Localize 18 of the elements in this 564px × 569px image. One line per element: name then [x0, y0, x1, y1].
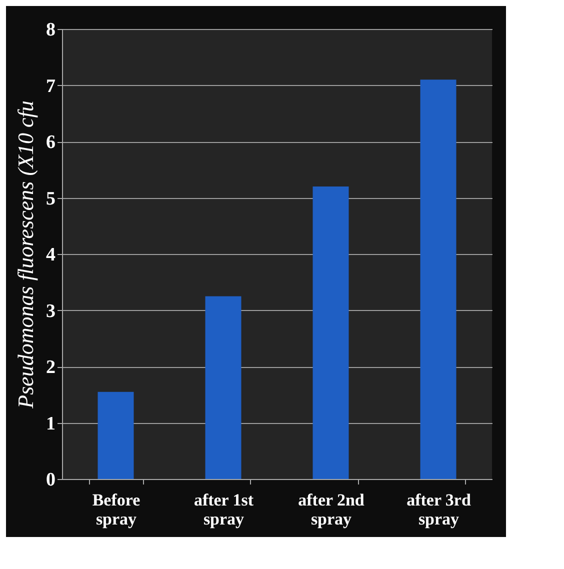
bar	[312, 186, 349, 479]
x-tick-label: after 2nd spray	[298, 490, 365, 528]
x-tick-label: after 3rd spray	[406, 490, 472, 528]
bar	[420, 80, 456, 479]
x-tick-label: after 1st spray	[194, 490, 254, 528]
y-axis-title: Pseudomonas fluorescens (X10 cfu	[13, 100, 38, 410]
y-tick-label: 7	[46, 76, 56, 97]
bar	[205, 296, 242, 479]
x-tick-label: Before spray	[92, 490, 141, 528]
y-tick-label: 4	[46, 244, 56, 266]
y-tick-label: 5	[46, 188, 56, 210]
y-tick-label: 8	[46, 20, 56, 40]
y-tick-label: 3	[46, 300, 56, 322]
y-tick-label: 1	[46, 413, 56, 434]
bar	[98, 392, 134, 479]
y-tick-label: 0	[46, 470, 56, 490]
y-tick-label: 2	[46, 357, 56, 378]
y-tick-label: 6	[46, 132, 56, 153]
